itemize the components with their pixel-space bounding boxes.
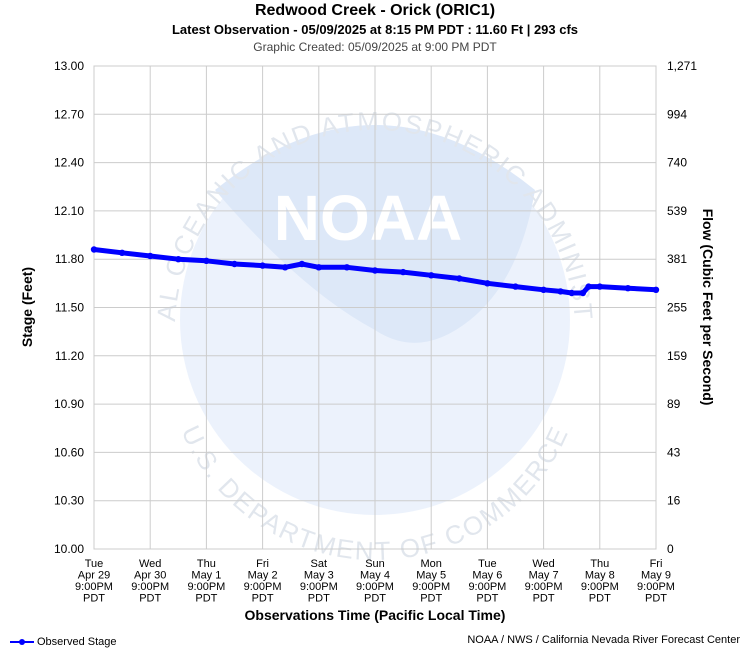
latest-observation: Latest Observation - 05/09/2025 at 8:15 … (171, 22, 579, 37)
data-point (90, 246, 98, 253)
chart-title: Redwood Creek - Orick (ORIC1) (254, 2, 496, 19)
data-point (512, 283, 519, 290)
data-point (540, 286, 547, 293)
y-tick-label: 11.50 (55, 301, 84, 315)
data-point (147, 252, 154, 260)
y2-tick-label: 381 (667, 252, 687, 266)
x-tick-label: Mon May 5 9:00PM PDT (412, 558, 450, 605)
x-axis-ticks: Tue Apr 29 9:00PM PDT Wed Apr 30 9:00PM PDT Thu M… (75, 558, 675, 605)
data-point (281, 264, 289, 271)
legend: Observed Stage (10, 636, 117, 648)
data-point (343, 264, 351, 271)
x-tick-label: Sun May 4 9:00PM PDT (356, 558, 394, 605)
data-point (371, 267, 379, 274)
data-point (557, 288, 564, 295)
graphic-created: Graphic Created: 05/09/2025 at 9:00 PM P… (253, 40, 497, 54)
data-point (652, 286, 660, 293)
grid (93, 65, 657, 550)
y2-tick-label: 740 (667, 156, 687, 170)
y2-tick-label: 159 (667, 349, 687, 363)
y-tick-label: 10.90 (54, 397, 84, 411)
data-point (585, 283, 592, 290)
y-tick-label: 11.20 (55, 349, 84, 363)
y2-tick-label: 16 (667, 494, 681, 508)
y2-tick-label: 0 (667, 542, 674, 556)
y2-tick-label: 255 (667, 301, 687, 315)
y2-axis-label: Flow (Cubic Feet per Second) (700, 209, 716, 406)
data-point (456, 275, 463, 282)
data-point (298, 260, 306, 268)
data-point (175, 256, 182, 263)
x-tick-label: Fri May 2 9:00PM PDT (244, 558, 282, 605)
y-tick-label: 12.70 (54, 107, 84, 121)
x-tick-label: Wed Apr 30 9:00PM PDT (131, 558, 169, 605)
x-tick-label: Wed May 7 9:00PM PDT (525, 558, 563, 605)
data-point (568, 289, 575, 297)
data-point (203, 257, 210, 264)
x-axis-label: Observations Time (Pacific Local Time) (245, 607, 506, 623)
y-tick-label: 10.00 (54, 542, 84, 556)
data-point (596, 283, 603, 290)
data-point (399, 268, 407, 276)
y-axis-label: Stage (Feet) (19, 267, 35, 347)
series-group (90, 246, 660, 297)
y-tick-label: 13.00 (54, 59, 84, 73)
y2-tick-label: 994 (667, 107, 687, 121)
data-point (428, 272, 435, 279)
watermark-logo: NOAA (274, 182, 462, 254)
x-tick-label: Tue May 6 9:00PM PDT (468, 558, 506, 605)
legend-line-icon (10, 636, 34, 648)
y-tick-label: 10.30 (54, 494, 84, 508)
legend-label: Observed Stage (37, 636, 117, 648)
y2-axis-ticks: 1,271 994 740 539 381 255 159 89 43 16 0 (667, 59, 697, 556)
noaa-watermark: NOAA NATIONAL OCEANIC AND ATMOSPHERIC AD… (0, 0, 597, 566)
x-tick-label: Sat May 3 9:00PM PDT (300, 558, 338, 605)
x-tick-label: Tue Apr 29 9:00PM PDT (75, 558, 113, 605)
data-point (259, 262, 266, 269)
x-tick-label: Thu May 1 9:00PM PDT (187, 558, 225, 605)
y-tick-label: 10.60 (54, 445, 84, 459)
y2-tick-label: 539 (667, 204, 687, 218)
y2-tick-label: 1,271 (667, 59, 697, 73)
data-point (624, 285, 632, 292)
y-tick-label: 12.10 (54, 204, 84, 218)
data-point (231, 260, 238, 268)
y-axis-ticks: 13.00 12.70 12.40 12.10 11.80 11.50 11.20 10.90… (54, 59, 84, 556)
x-tick-label: Thu May 8 9:00PM PDT (581, 558, 619, 605)
data-point (484, 280, 491, 287)
y2-tick-label: 43 (667, 445, 681, 459)
y-tick-label: 12.40 (54, 156, 84, 170)
x-tick-label: Fri May 9 9:00PM PDT (637, 558, 675, 605)
data-point (579, 289, 587, 297)
footer-credit: NOAA / NWS / California Nevada River For… (467, 634, 740, 646)
data-point (315, 264, 322, 271)
data-point (118, 249, 126, 256)
y-tick-label: 11.80 (55, 252, 84, 266)
y2-tick-label: 89 (667, 397, 681, 411)
